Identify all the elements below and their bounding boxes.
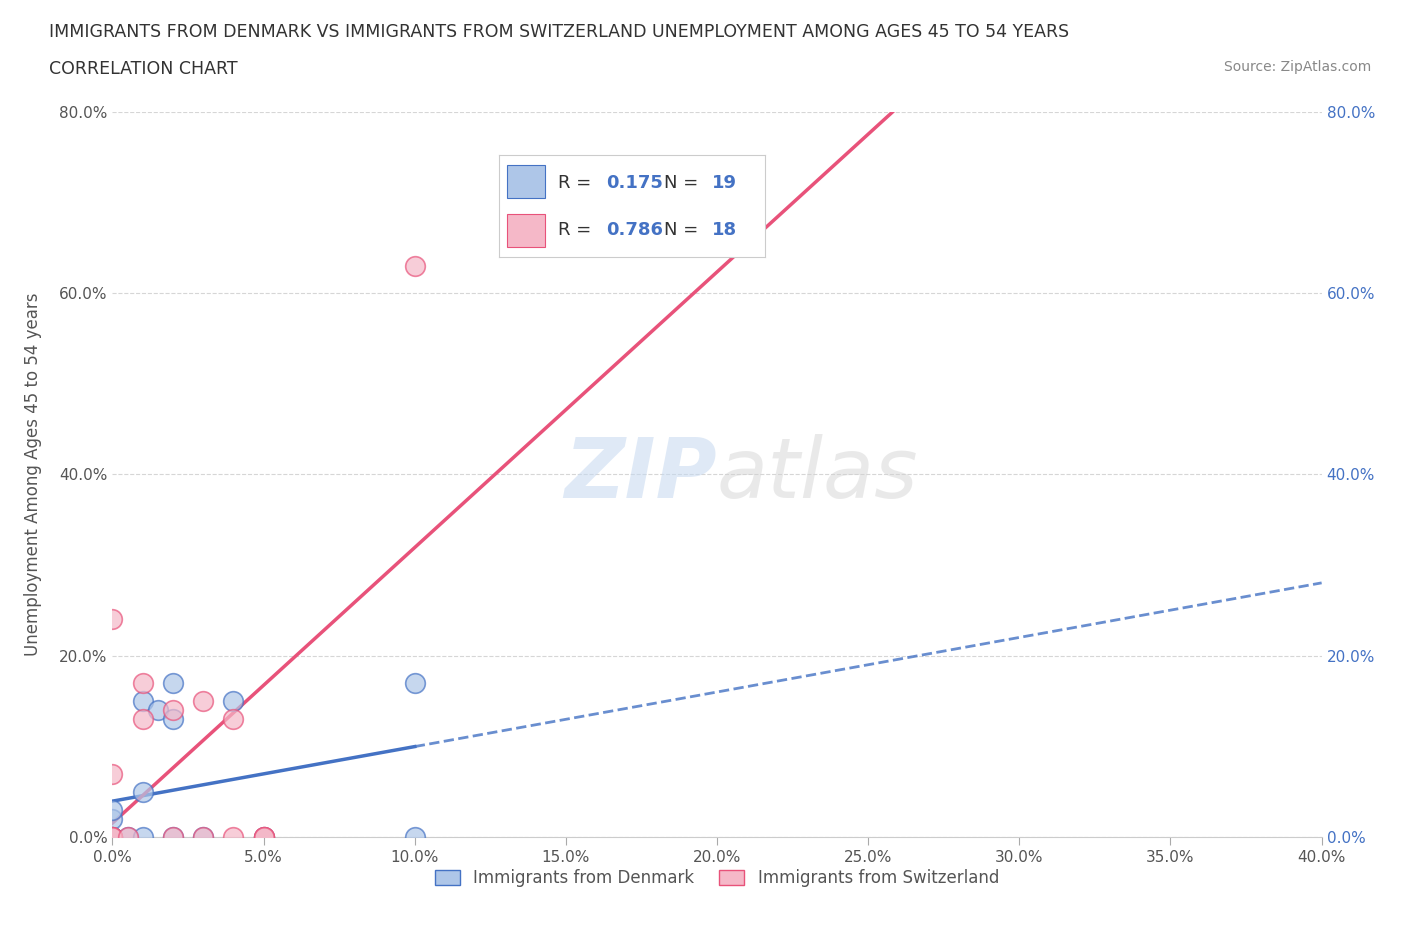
Point: [101, 811, 124, 827]
Point: [404, 259, 426, 273]
Point: [132, 784, 155, 799]
Point: [132, 675, 155, 690]
Point: [162, 830, 184, 844]
Point: [101, 830, 124, 844]
Point: [101, 612, 124, 627]
Point: [162, 711, 184, 726]
Text: CORRELATION CHART: CORRELATION CHART: [49, 60, 238, 78]
Point: [146, 703, 169, 718]
Point: [191, 694, 214, 709]
Point: [162, 830, 184, 844]
Point: [162, 703, 184, 718]
Point: [222, 711, 245, 726]
Point: [101, 830, 124, 844]
Text: ZIP: ZIP: [564, 433, 717, 515]
Point: [101, 766, 124, 781]
Text: Source: ZipAtlas.com: Source: ZipAtlas.com: [1223, 60, 1371, 74]
Point: [132, 711, 155, 726]
Text: atlas: atlas: [717, 433, 918, 515]
Point: [162, 675, 184, 690]
Point: [191, 830, 214, 844]
Point: [101, 830, 124, 844]
Point: [101, 830, 124, 844]
Point: [253, 830, 276, 844]
Point: [222, 830, 245, 844]
Point: [101, 830, 124, 844]
Point: [253, 830, 276, 844]
Point: [117, 830, 139, 844]
Y-axis label: Unemployment Among Ages 45 to 54 years: Unemployment Among Ages 45 to 54 years: [24, 293, 42, 656]
Point: [253, 830, 276, 844]
Text: IMMIGRANTS FROM DENMARK VS IMMIGRANTS FROM SWITZERLAND UNEMPLOYMENT AMONG AGES 4: IMMIGRANTS FROM DENMARK VS IMMIGRANTS FR…: [49, 23, 1070, 41]
Point: [222, 694, 245, 709]
Point: [132, 694, 155, 709]
Point: [117, 830, 139, 844]
Point: [101, 830, 124, 844]
Point: [101, 830, 124, 844]
Point: [191, 830, 214, 844]
Point: [404, 675, 426, 690]
Point: [404, 830, 426, 844]
Point: [132, 830, 155, 844]
Legend: Immigrants from Denmark, Immigrants from Switzerland: Immigrants from Denmark, Immigrants from…: [429, 863, 1005, 894]
Point: [253, 830, 276, 844]
Point: [101, 803, 124, 817]
